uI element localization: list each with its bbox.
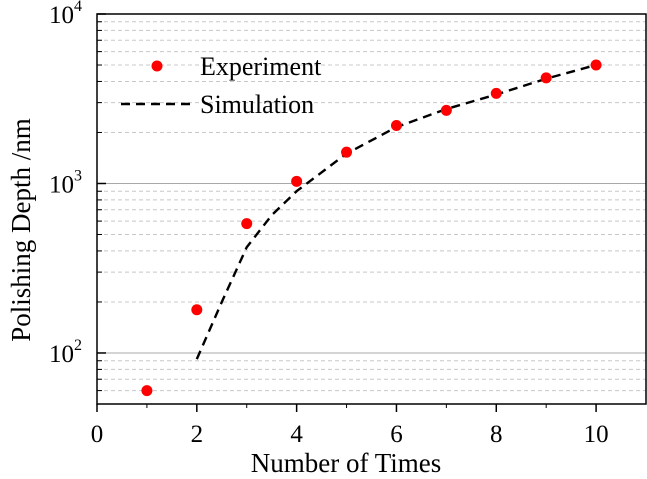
x-tick-label: 8	[490, 421, 503, 448]
experiment-point	[291, 175, 303, 187]
experiment-point	[440, 104, 452, 116]
experiment-point	[341, 146, 353, 158]
x-tick-label: 10	[584, 421, 609, 448]
grid-lines	[97, 21, 646, 405]
y-tick-label: 102	[49, 337, 82, 368]
x-axis-title: Number of Times	[251, 448, 442, 478]
y-tick-label: 104	[49, 0, 82, 29]
plot-frame	[96, 13, 647, 405]
y-tick-label: 103	[49, 167, 82, 198]
experiment-point	[490, 87, 502, 99]
experiment-point	[390, 119, 402, 131]
legend: Experiment Simulation	[121, 52, 322, 119]
y-axis-title: Polishing Depth /nm	[6, 118, 36, 342]
axis-ticks	[96, 13, 597, 412]
x-tick-label: 4	[290, 421, 303, 448]
x-tick-label: 0	[91, 421, 104, 448]
legend-experiment-label: Experiment	[200, 52, 322, 81]
experiment-series	[141, 59, 602, 397]
experiment-point	[590, 59, 602, 71]
legend-experiment-marker	[151, 60, 163, 72]
x-tick-labels: 0 2 4 6 8 10	[91, 421, 609, 448]
legend-simulation-label: Simulation	[200, 90, 314, 119]
experiment-point	[191, 304, 203, 316]
experiment-point	[241, 218, 253, 230]
experiment-point	[540, 72, 552, 84]
experiment-point	[141, 385, 153, 397]
x-tick-label: 2	[191, 421, 204, 448]
y-tick-labels: 102 103 104	[49, 0, 82, 368]
x-tick-label: 6	[390, 421, 403, 448]
